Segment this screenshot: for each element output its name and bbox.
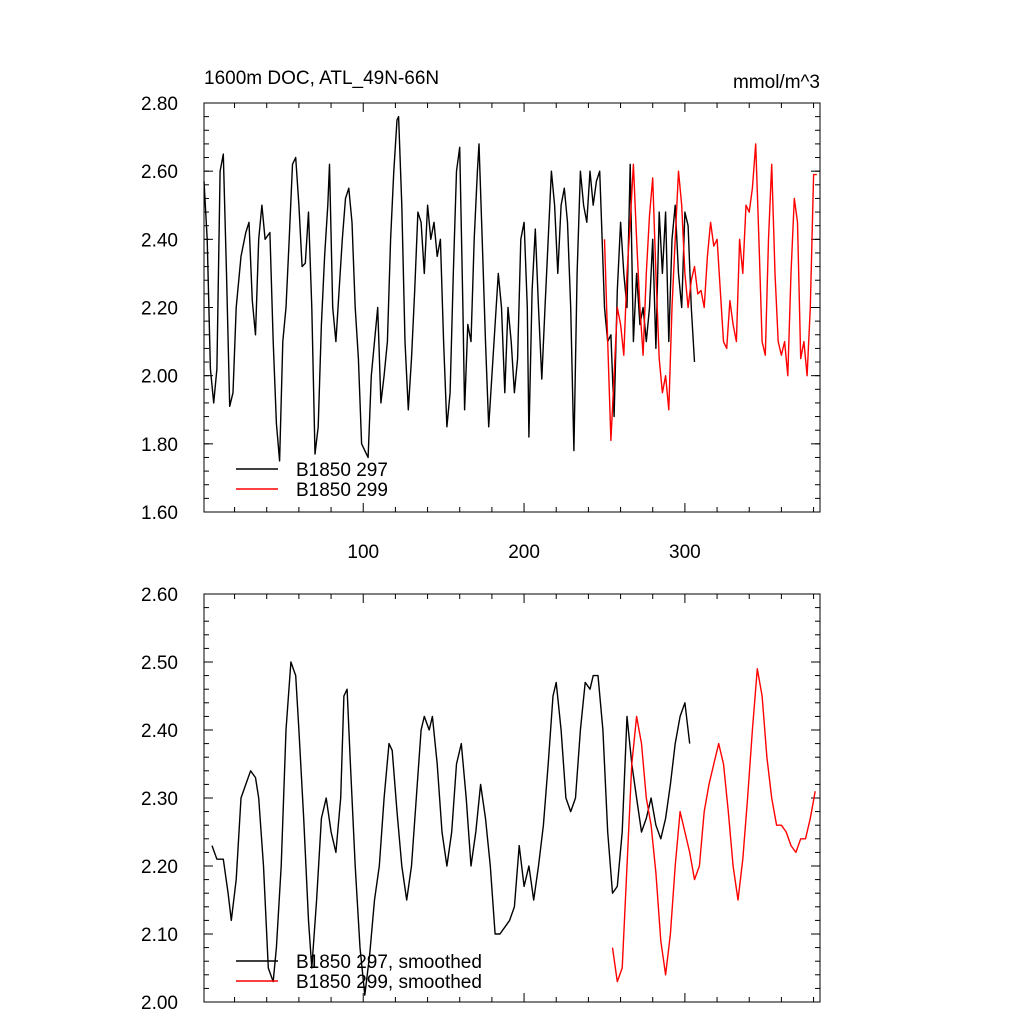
y-tick-label: 2.10 (141, 925, 178, 946)
y-tick-label: 1.80 (141, 435, 178, 456)
y-tick-label: 2.50 (141, 653, 178, 674)
chart-units: mmol/m^3 (733, 72, 820, 93)
y-tick-labels: 2.00 2.10 2.20 2.30 2.40 2.50 2.60 (141, 585, 178, 1014)
legend-label: B1850 297 (296, 460, 388, 481)
plot-frame (203, 593, 821, 1003)
legend-label: B1850 299, smoothed (296, 972, 482, 993)
plot-frame (203, 102, 821, 513)
y-tick-label: 1.60 (141, 503, 178, 524)
y-tick-label: 2.40 (141, 721, 178, 742)
series-line-1 (203, 115, 696, 462)
series-line-1 (211, 661, 691, 996)
y-tick-label: 2.00 (141, 993, 178, 1014)
chart-title: 1600m DOC, ATL_49N-66N (204, 68, 439, 89)
y-tick-labels: 1.60 1.80 2.00 2.20 2.40 2.60 2.80 (141, 94, 178, 524)
panel-bottom: 2.00 2.10 2.20 2.30 2.40 2.50 2.60 B1850 297, … (141, 585, 821, 1014)
y-tick-label: 2.60 (141, 162, 178, 183)
series-line-2 (603, 143, 817, 442)
y-tick-label: 2.20 (141, 299, 178, 320)
y-tick-label: 2.30 (141, 789, 178, 810)
y-tick-label: 2.80 (141, 94, 178, 115)
series-lines (203, 115, 817, 462)
y-tick-label: 2.60 (141, 585, 178, 606)
y-tick-label: 2.40 (141, 230, 178, 251)
x-tick-label: 300 (669, 542, 701, 563)
x-tick-label: 200 (508, 542, 540, 563)
panel-top: 1600m DOC, ATL_49N-66N mmol/m^3 1.60 1.80… (141, 68, 821, 563)
y-tick-label: 2.20 (141, 857, 178, 878)
y-tick-label: 2.00 (141, 367, 178, 388)
x-tick-label: 100 (347, 542, 379, 563)
series-line-2 (611, 668, 816, 983)
legend-label: B1850 299 (296, 480, 388, 501)
x-tick-labels: 100 200 300 (347, 542, 700, 563)
legend-label: B1850 297, smoothed (296, 952, 482, 973)
series-lines (211, 661, 816, 996)
